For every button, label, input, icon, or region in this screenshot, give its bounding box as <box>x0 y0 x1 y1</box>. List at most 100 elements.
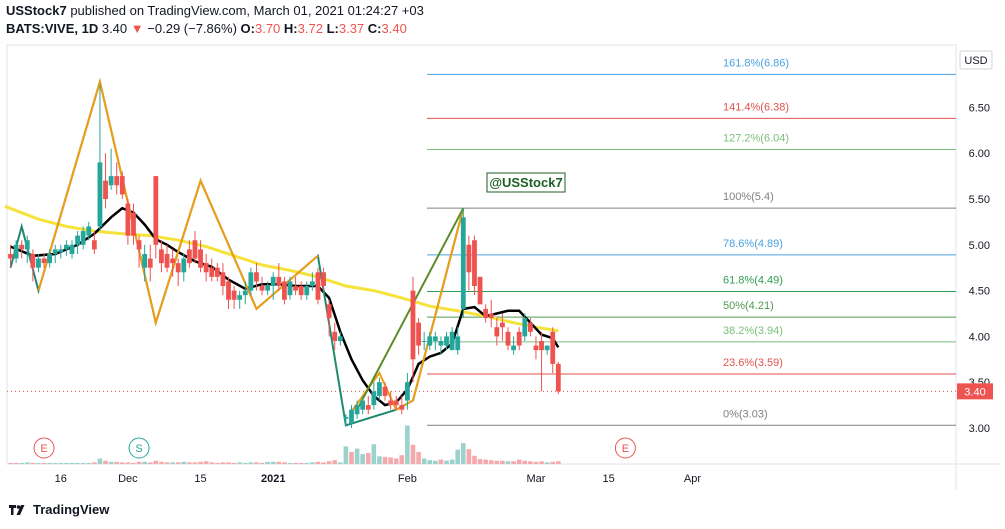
volume-bar <box>220 462 226 464</box>
candle-body <box>80 231 86 245</box>
fib-level-label: 23.6%(3.59) <box>723 357 783 369</box>
candle-body <box>108 176 114 186</box>
candle-body <box>416 322 421 346</box>
high-label: H: <box>283 21 298 36</box>
fib-level-label: 141.4%(6.38) <box>723 101 789 113</box>
candle-body <box>181 258 187 273</box>
candle-body <box>399 405 405 410</box>
volume-bar <box>282 462 287 464</box>
currency-button[interactable] <box>959 50 993 70</box>
volume-bar <box>270 461 276 464</box>
volume-bar <box>360 454 365 464</box>
candle-body <box>326 304 332 319</box>
watermark-box <box>486 172 566 193</box>
candle-body <box>550 331 556 364</box>
volume-bar <box>377 456 382 464</box>
volume-bar <box>433 460 438 464</box>
candle-body <box>483 308 489 319</box>
fib-level-label: 61.8%(4.49) <box>723 275 783 287</box>
volume-bar <box>142 461 147 464</box>
candle-body <box>8 253 13 259</box>
candle-body <box>304 286 310 296</box>
candle-body <box>377 382 382 396</box>
volume-bar <box>215 462 220 464</box>
volume-bar <box>427 460 433 464</box>
candle-body <box>47 253 53 264</box>
down-arrow-icon: ▼ <box>130 21 144 36</box>
volume-bar <box>159 461 164 464</box>
low-label: L: <box>326 21 339 36</box>
candle-body <box>522 318 528 337</box>
candle-body <box>533 345 539 351</box>
volume-bar <box>287 462 293 464</box>
candle-body <box>254 272 259 282</box>
candle-body <box>13 244 19 259</box>
candle-body <box>159 249 164 264</box>
price-change: −0.29 (−7.86%) <box>147 21 237 36</box>
volume-bar <box>472 455 477 464</box>
candle-body <box>472 240 477 287</box>
tradingview-logo-icon <box>9 504 25 515</box>
moving-averages <box>4 204 560 407</box>
volume-bar <box>192 462 198 464</box>
volume-bars <box>8 425 561 464</box>
price-tick-label: 4.00 <box>969 331 990 343</box>
volume-bar <box>298 462 304 464</box>
volume-bar <box>30 462 36 464</box>
candle-body <box>69 244 75 254</box>
volume-bar <box>41 462 47 464</box>
symbol-info: BATS:VIVE, 1D 3.40 ▼ −0.29 (−7.86%) O:3.… <box>6 21 407 36</box>
candle-body <box>337 336 343 341</box>
footer-brand[interactable]: TradingView <box>33 502 110 517</box>
zigzag-line <box>356 207 465 411</box>
candle-body <box>131 212 136 236</box>
price-tick-label: 5.00 <box>969 240 990 252</box>
volume-bar <box>421 458 427 464</box>
candle-body <box>259 286 265 291</box>
candle-body <box>315 272 321 300</box>
volume-bar <box>511 461 516 464</box>
candle-body <box>354 405 360 415</box>
volume-bar <box>477 459 483 464</box>
event-marker-circle <box>128 437 150 459</box>
fibonacci-levels: 161.8%(6.86) 141.4%(6.38) 127.2%(6.04) 100%… <box>7 57 956 426</box>
low-value: 3.37 <box>338 21 365 36</box>
volume-bar <box>103 460 108 464</box>
candles <box>8 84 561 428</box>
candle-body <box>460 217 466 309</box>
candle-body <box>119 176 125 195</box>
price-axis[interactable]: 6.506.005.505.004.504.003.503.00 <box>969 102 990 435</box>
volume-bar <box>393 458 399 464</box>
volume-bar <box>276 461 282 464</box>
candle-body <box>41 258 47 264</box>
time-axis[interactable]: 16 Dec 15 2021 Feb Mar 15 Apr <box>55 473 702 485</box>
time-tick-label: 15 <box>603 473 615 485</box>
volume-bar <box>187 462 192 464</box>
event-marker-circle <box>33 437 55 459</box>
publish-info: USStock7 published on TradingView.com, M… <box>6 3 424 18</box>
candle-body <box>365 405 371 410</box>
publisher-name[interactable]: USStock7 <box>6 3 67 18</box>
price-tick-label: 6.00 <box>969 148 990 160</box>
candle-body <box>321 272 326 287</box>
volume-bar <box>259 462 265 464</box>
candle-body <box>516 331 522 346</box>
candle-body <box>410 290 416 360</box>
candle-body <box>539 340 544 351</box>
last-price: 3.40 <box>101 21 128 36</box>
volume-bar <box>131 462 136 464</box>
symbol-label[interactable]: BATS:VIVE, 1D <box>6 21 99 36</box>
volume-bar <box>522 460 528 464</box>
candle-body <box>86 226 92 236</box>
candle-body <box>97 162 103 227</box>
volume-bar <box>405 425 410 464</box>
volume-bar <box>248 462 254 464</box>
candle-body <box>147 258 153 268</box>
candle-body <box>209 267 215 277</box>
volume-bar <box>24 462 30 464</box>
candle-body <box>388 400 394 406</box>
event-marker-label: E <box>622 443 629 455</box>
time-tick-label: Dec <box>118 473 138 485</box>
